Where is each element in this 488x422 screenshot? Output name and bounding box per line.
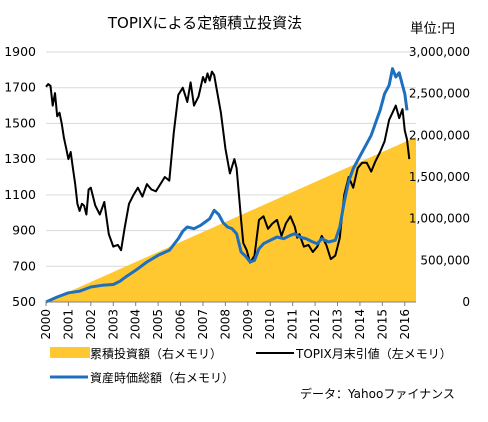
- legend: 累積投資額（右メモリ） TOPIX月末引値（左メモリ） 資産時価総額（右メモリ）: [50, 346, 452, 385]
- y-left-tick-label: 900: [12, 223, 36, 238]
- x-tick-label: 2012: [308, 309, 322, 340]
- x-tick-label: 2003: [106, 309, 120, 340]
- x-tick-label: 2011: [286, 309, 300, 340]
- x-tick-label: 2016: [398, 309, 412, 340]
- y-right-tick-label: 500,000: [420, 253, 470, 267]
- y-left-tick-label: 1700: [4, 80, 36, 95]
- series-line: [45, 67, 409, 304]
- x-tick-label: 2007: [196, 309, 210, 340]
- y-left-tick-label: 1100: [4, 187, 36, 202]
- series-lines: [45, 67, 411, 304]
- unit-label: 単位:円: [410, 21, 455, 37]
- chart-title: TOPIXによる定額積立投資法: [107, 14, 302, 32]
- y-right-tick-label: 3,000,000: [409, 45, 470, 59]
- x-tick-label: 2009: [241, 309, 255, 340]
- legend-swatch: [50, 347, 90, 358]
- x-tick-label: 2008: [218, 309, 232, 340]
- y-right-tick-label: 2,000,000: [409, 128, 470, 142]
- y-right-tick-label: 1,000,000: [409, 212, 470, 226]
- y-right-tick-label: 1,500,000: [409, 170, 470, 184]
- x-tick-label: 2000: [39, 309, 53, 340]
- y-left-tick-label: 1500: [4, 115, 36, 130]
- x-tick-label: 2010: [263, 309, 277, 340]
- y-left-tick-label: 1300: [4, 151, 36, 166]
- x-tick-label: 2001: [61, 309, 75, 340]
- axes: 500 700 900 1100 1300 1500 1700 1900 0 500,000 1,0…: [4, 44, 470, 340]
- source-note: データ：Yahooファイナンス: [300, 386, 455, 401]
- x-tick-label: 2004: [129, 309, 143, 340]
- series-area: [46, 137, 416, 302]
- legend-label: 累積投資額（右メモリ）: [90, 346, 222, 361]
- legend-label: 資産時価総額（右メモリ）: [90, 370, 234, 385]
- x-tick-label: 2005: [151, 309, 165, 340]
- y-right-tick-label: 0: [462, 295, 470, 309]
- y-right-tick-label: 2,500,000: [409, 87, 470, 101]
- x-tick-label: 2015: [375, 309, 389, 340]
- x-tick-label: 2002: [84, 309, 98, 340]
- plot-area: [46, 137, 416, 302]
- y-left-tick-label: 1900: [4, 44, 36, 59]
- x-tick-label: 2013: [331, 309, 345, 340]
- x-tick-label: 2006: [174, 309, 188, 340]
- legend-label: TOPIX月末引値（左メモリ）: [295, 346, 452, 361]
- x-tick-label: 2014: [353, 309, 367, 340]
- y-left-tick-label: 500: [12, 294, 36, 309]
- y-left-tick-label: 700: [12, 258, 36, 273]
